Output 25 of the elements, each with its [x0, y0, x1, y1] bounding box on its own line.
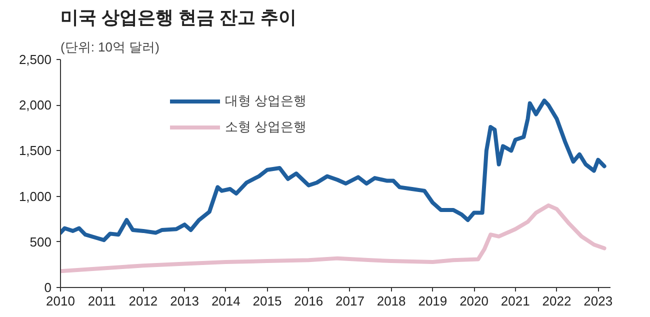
- y-tick-label: 500: [30, 234, 52, 250]
- x-tick-label: 2010: [46, 294, 75, 308]
- y-tick-label: 2,000: [18, 98, 52, 113]
- x-tick-label: 2019: [418, 294, 448, 308]
- y-tick-label: 0: [44, 280, 52, 295]
- x-tick-label: 2013: [170, 294, 200, 308]
- line-series: [60, 203, 606, 274]
- x-tick-label: 2018: [376, 294, 406, 308]
- y-tick-label: 1,000: [18, 188, 52, 204]
- x-tick-label: 2016: [294, 294, 324, 308]
- x-tick-label: 2021: [500, 294, 530, 308]
- x-tick-label: 2014: [211, 294, 240, 308]
- legend-label: 대형 상업은행: [225, 92, 307, 110]
- y-tick-label: 2,500: [18, 52, 52, 67]
- legend-label: 소형 상업은행: [225, 118, 307, 136]
- x-tick-label: 2022: [542, 294, 572, 308]
- x-tick-label: 2015: [252, 294, 282, 308]
- chart-subtitle: (단위: 10억 달러): [60, 40, 160, 54]
- x-tick-label: 2020: [460, 294, 488, 308]
- x-tick-label: 2012: [128, 294, 158, 308]
- x-tick-label: 2011: [88, 294, 116, 308]
- chart-title: 미국 상업은행 현금 잔고 추이: [60, 8, 297, 28]
- y-tick-label: 1,500: [18, 143, 52, 158]
- x-tick-label: 2023: [584, 294, 613, 308]
- x-tick-label: 2017: [336, 294, 364, 308]
